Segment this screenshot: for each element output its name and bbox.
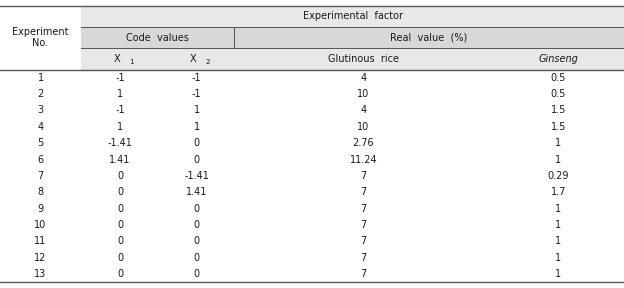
Text: 2.76: 2.76	[353, 138, 374, 148]
Text: 0.29: 0.29	[548, 171, 569, 181]
Text: -1: -1	[192, 73, 202, 83]
Text: 1: 1	[555, 253, 562, 263]
Text: 7: 7	[360, 236, 367, 246]
Text: X: X	[190, 54, 197, 64]
Text: 1: 1	[555, 138, 562, 148]
Text: 7: 7	[360, 187, 367, 197]
Text: 7: 7	[360, 253, 367, 263]
Text: 1.7: 1.7	[551, 187, 566, 197]
Text: 7: 7	[360, 269, 367, 279]
Text: -1: -1	[115, 105, 125, 115]
Text: -1: -1	[115, 73, 125, 83]
Text: 1: 1	[193, 105, 200, 115]
Text: 0: 0	[117, 253, 123, 263]
Text: 7: 7	[360, 204, 367, 214]
Text: Ginseng: Ginseng	[539, 54, 578, 64]
Text: Code  values: Code values	[126, 33, 189, 43]
Text: 1: 1	[555, 204, 562, 214]
Text: 12: 12	[34, 253, 47, 263]
Text: 13: 13	[34, 269, 47, 279]
Text: Experimental  factor: Experimental factor	[303, 12, 402, 21]
Bar	[81, 48, 624, 70]
Text: 1: 1	[555, 269, 562, 279]
Text: 1: 1	[193, 122, 200, 132]
Text: 0: 0	[193, 269, 200, 279]
Text: 4: 4	[361, 73, 366, 83]
Text: 9: 9	[37, 204, 44, 214]
Text: Experiment
No.: Experiment No.	[12, 27, 69, 48]
Text: 1: 1	[117, 89, 123, 99]
Text: 10: 10	[34, 220, 47, 230]
Text: 1.41: 1.41	[186, 187, 207, 197]
Text: 0: 0	[193, 253, 200, 263]
Text: 4: 4	[361, 105, 366, 115]
Text: 11: 11	[34, 236, 47, 246]
Text: 0.5: 0.5	[551, 89, 566, 99]
Text: 2: 2	[205, 59, 210, 65]
Text: Real  value  (%): Real value (%)	[391, 33, 467, 43]
Text: 0: 0	[193, 236, 200, 246]
Text: 7: 7	[37, 171, 44, 181]
Text: 10: 10	[358, 122, 369, 132]
Text: Glutinous  rice: Glutinous rice	[328, 54, 399, 64]
Text: 1.5: 1.5	[551, 105, 566, 115]
Text: 0: 0	[117, 269, 123, 279]
Text: -1.41: -1.41	[108, 138, 132, 148]
Text: 5: 5	[37, 138, 44, 148]
Text: 1: 1	[555, 236, 562, 246]
Text: 1.41: 1.41	[109, 155, 131, 164]
Text: 8: 8	[37, 187, 44, 197]
Text: 0: 0	[117, 220, 123, 230]
Text: 0: 0	[193, 220, 200, 230]
Text: 4: 4	[37, 122, 44, 132]
Bar	[81, 6, 624, 27]
Text: 2: 2	[37, 89, 44, 99]
Text: 0: 0	[117, 204, 123, 214]
Text: 10: 10	[358, 89, 369, 99]
Text: 1: 1	[117, 122, 123, 132]
Text: 0: 0	[193, 138, 200, 148]
Text: -1.41: -1.41	[184, 171, 209, 181]
Text: 0: 0	[117, 171, 123, 181]
Text: 1.5: 1.5	[551, 122, 566, 132]
Text: 0: 0	[117, 187, 123, 197]
Text: 0: 0	[193, 155, 200, 164]
Bar	[81, 27, 624, 48]
Text: 0: 0	[193, 204, 200, 214]
Text: 7: 7	[360, 220, 367, 230]
Text: -1: -1	[192, 89, 202, 99]
Text: 6: 6	[37, 155, 44, 164]
Text: 11.24: 11.24	[349, 155, 378, 164]
Text: 0: 0	[117, 236, 123, 246]
Text: 1: 1	[129, 59, 134, 65]
Text: 1: 1	[555, 220, 562, 230]
Text: 1: 1	[555, 155, 562, 164]
Text: 0.5: 0.5	[551, 73, 566, 83]
Text: 1: 1	[37, 73, 44, 83]
Text: 7: 7	[360, 171, 367, 181]
Text: 3: 3	[37, 105, 44, 115]
Text: X: X	[114, 54, 120, 64]
